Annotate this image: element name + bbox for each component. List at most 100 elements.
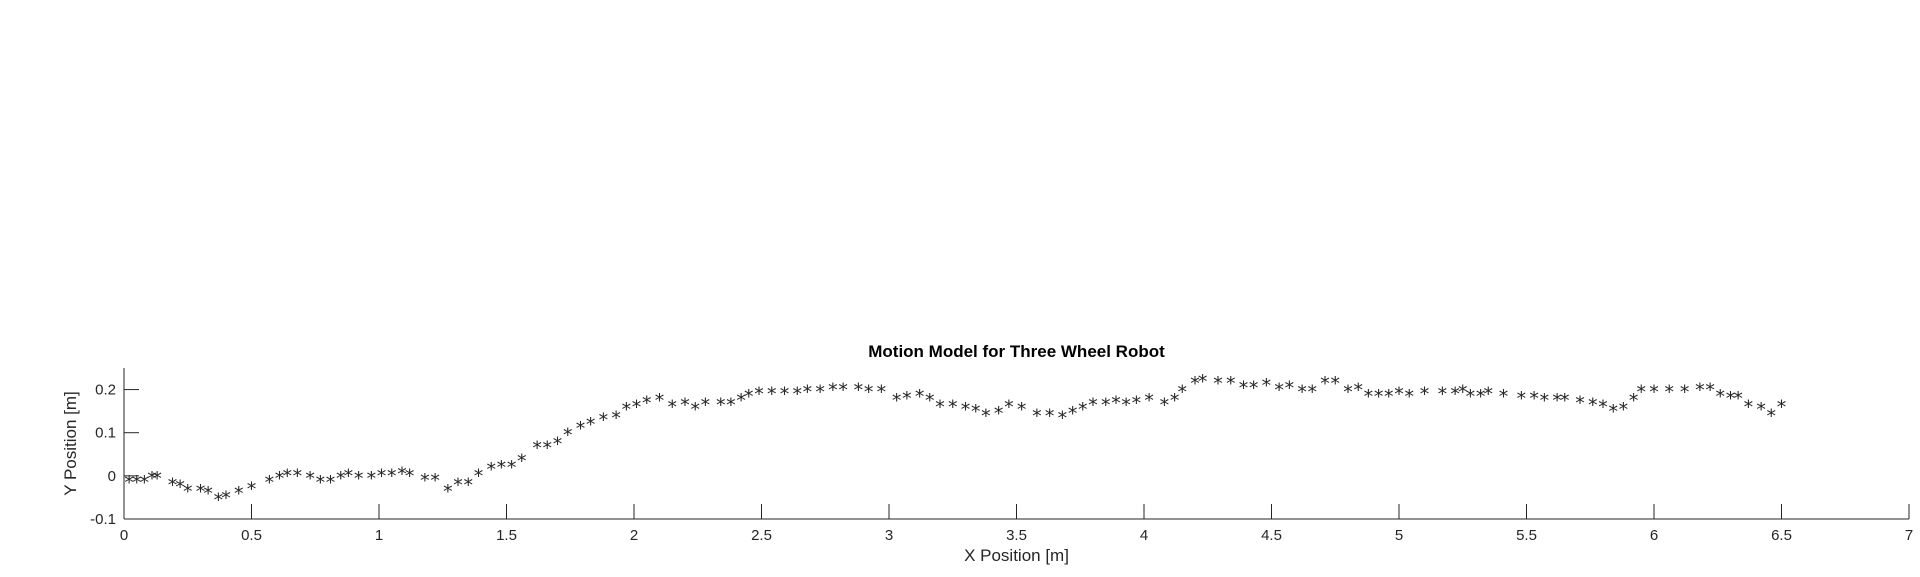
- x-tick-label: 5.5: [1516, 527, 1537, 544]
- data-point: *: [622, 399, 632, 421]
- data-point: *: [282, 466, 292, 488]
- data-point: *: [935, 397, 945, 419]
- data-point: *: [1331, 373, 1341, 395]
- data-point: *: [387, 466, 397, 488]
- x-tick-label: 0: [120, 527, 128, 544]
- data-point: *: [326, 472, 336, 494]
- data-point: *: [1588, 395, 1598, 417]
- data-point: *: [961, 399, 971, 421]
- data-point: *: [877, 382, 887, 404]
- data-point: *: [632, 397, 642, 419]
- data-point: *: [1017, 399, 1027, 421]
- data-point: *: [1178, 382, 1188, 404]
- data-point: *: [1680, 382, 1690, 404]
- data-point: *: [377, 466, 387, 488]
- x-tick-label: 3.5: [1006, 527, 1027, 544]
- x-tick-label: 7: [1905, 527, 1913, 544]
- data-point: *: [1058, 407, 1068, 429]
- data-point: *: [716, 395, 726, 417]
- data-point: *: [405, 466, 415, 488]
- data-point: *: [203, 483, 213, 505]
- data-point: *: [1649, 382, 1659, 404]
- x-axis-label: X Position [m]: [964, 546, 1069, 565]
- data-point: *: [517, 451, 527, 473]
- data-point: *: [892, 390, 902, 412]
- data-point: *: [1101, 395, 1111, 417]
- data-point: *: [838, 379, 848, 401]
- data-point: *: [1262, 375, 1272, 397]
- data-point: *: [1320, 373, 1330, 395]
- data-point: *: [1608, 401, 1618, 423]
- x-tick-label: 6: [1650, 527, 1658, 544]
- data-point: *: [397, 464, 407, 486]
- data-point: *: [1733, 388, 1743, 410]
- x-tick-label: 6.5: [1771, 527, 1792, 544]
- data-point: *: [316, 472, 326, 494]
- data-point: *: [744, 386, 754, 408]
- data-point: *: [196, 481, 206, 503]
- data-point: *: [553, 433, 563, 455]
- data-point: *: [140, 472, 150, 494]
- data-point: *: [305, 468, 315, 490]
- x-tick-label: 1: [375, 527, 383, 544]
- data-point: *: [1032, 405, 1042, 427]
- data-point: *: [1078, 399, 1088, 421]
- data-point: *: [1144, 390, 1154, 412]
- data-point: *: [655, 390, 665, 412]
- data-point: *: [815, 382, 825, 404]
- data-point: *: [152, 468, 162, 490]
- data-point: *: [532, 438, 542, 460]
- data-point: *: [1726, 388, 1736, 410]
- data-point: *: [563, 425, 573, 447]
- data-point: *: [1239, 377, 1249, 399]
- data-point: *: [1213, 373, 1223, 395]
- data-point: *: [265, 472, 275, 494]
- data-point: *: [147, 468, 157, 490]
- data-point: *: [1476, 386, 1486, 408]
- data-point: *: [981, 405, 991, 427]
- data-point: *: [864, 382, 874, 404]
- x-tick-label: 0.5: [241, 527, 262, 544]
- data-point: *: [680, 395, 690, 417]
- data-point: *: [1068, 403, 1078, 425]
- data-point: *: [1637, 382, 1647, 404]
- data-point: *: [474, 466, 484, 488]
- x-tick-label: 2.5: [751, 527, 772, 544]
- data-point: *: [464, 474, 474, 496]
- data-point: *: [902, 388, 912, 410]
- data-point: *: [221, 487, 231, 509]
- data-point: *: [132, 472, 142, 494]
- data-point: *: [1705, 379, 1715, 401]
- data-point: *: [543, 438, 553, 460]
- y-tick-label: 0: [108, 468, 116, 485]
- data-point: *: [1384, 386, 1394, 408]
- data-point: *: [828, 379, 838, 401]
- data-point: *: [1484, 384, 1494, 406]
- data-point: *: [443, 481, 453, 503]
- data-point: *: [1249, 377, 1259, 399]
- data-point: *: [726, 395, 736, 417]
- data-point: *: [780, 384, 790, 406]
- data-point: *: [754, 384, 764, 406]
- data-point: *: [767, 384, 777, 406]
- data-point: *: [430, 470, 440, 492]
- data-point: *: [1665, 382, 1675, 404]
- data-point: *: [1420, 384, 1430, 406]
- data-point: *: [948, 397, 958, 419]
- data-point: *: [1274, 379, 1284, 401]
- y-tick-label: 0.1: [95, 425, 116, 442]
- data-point: *: [336, 468, 346, 490]
- data-point: *: [1111, 392, 1121, 414]
- data-point: *: [642, 392, 652, 414]
- data-point: *: [183, 481, 193, 503]
- data-point: *: [344, 466, 354, 488]
- data-point: *: [1466, 386, 1476, 408]
- data-point: *: [1767, 405, 1777, 427]
- x-tick-label: 4.5: [1261, 527, 1282, 544]
- data-point: *: [234, 483, 244, 505]
- data-point: *: [1190, 373, 1200, 395]
- data-point: *: [611, 407, 621, 429]
- data-point: *: [497, 457, 507, 479]
- data-point: *: [1529, 388, 1539, 410]
- data-point: *: [1619, 399, 1629, 421]
